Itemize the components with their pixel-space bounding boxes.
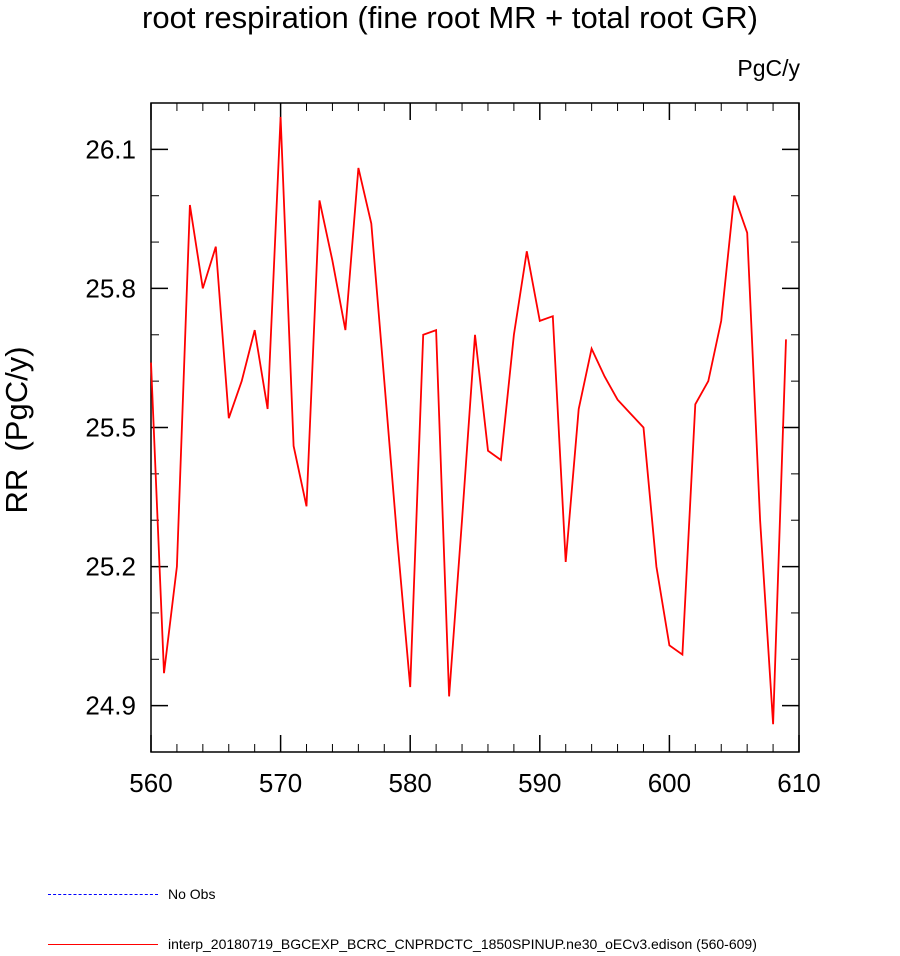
- x-tick-label: 610: [777, 768, 820, 798]
- units-label: PgC/y: [737, 55, 800, 81]
- legend-item-no-obs: No Obs: [48, 884, 215, 904]
- legend-label: interp_20180719_BGCEXP_BCRC_CNPRDCTC_185…: [168, 936, 757, 952]
- x-tick-label: 580: [389, 768, 432, 798]
- plot-frame: [150, 102, 800, 753]
- legend-swatch-dashed: [48, 893, 158, 895]
- y-tick-label: 26.1: [85, 134, 136, 164]
- x-tick-label: 590: [518, 768, 561, 798]
- y-tick-label: 25.5: [85, 413, 136, 443]
- legend-item-model: interp_20180719_BGCEXP_BCRC_CNPRDCTC_185…: [48, 934, 757, 954]
- legend-swatch-solid: [48, 943, 158, 945]
- y-tick-label: 24.9: [85, 691, 136, 721]
- x-tick-label: 560: [129, 768, 172, 798]
- legend-label: No Obs: [168, 886, 216, 902]
- y-tick-label: 25.2: [85, 552, 136, 582]
- x-tick-label: 570: [259, 768, 302, 798]
- series-line: [150, 116, 787, 725]
- x-tick-label: 600: [648, 768, 691, 798]
- chart-title: root respiration (fine root MR + total r…: [142, 0, 758, 35]
- y-tick-label: 25.8: [85, 273, 136, 303]
